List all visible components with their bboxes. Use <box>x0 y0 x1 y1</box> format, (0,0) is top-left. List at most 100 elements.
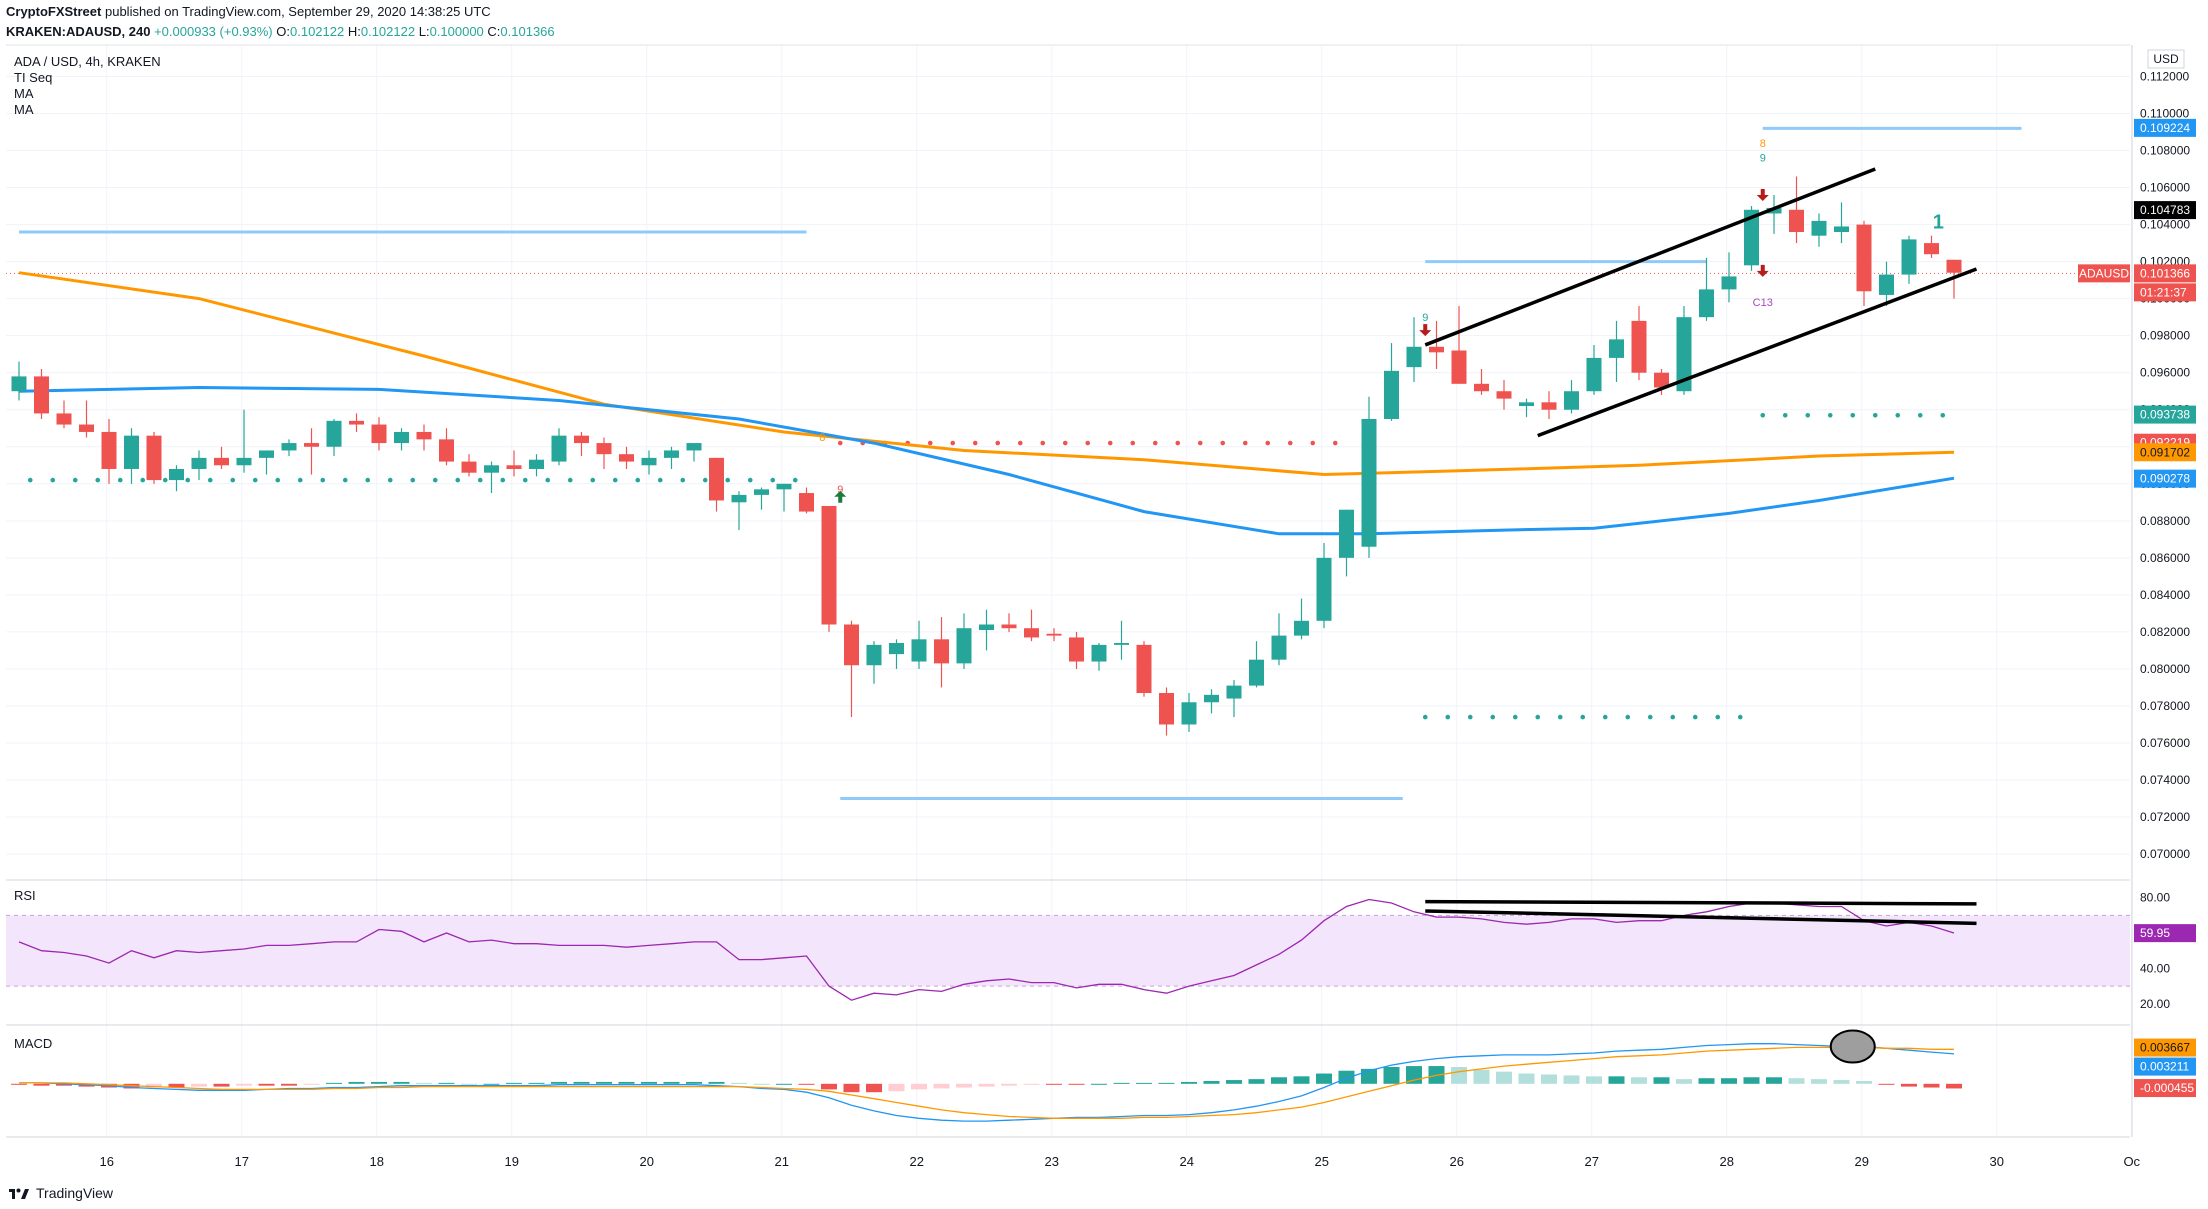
x-tick-label: 24 <box>1180 1154 1194 1169</box>
tdst-dot <box>1827 412 1833 418</box>
sell-arrow-icon <box>1419 324 1432 337</box>
tdst-dot <box>950 440 956 446</box>
candle-body <box>1586 357 1602 392</box>
x-tick-label: Oc <box>2123 1154 2140 1169</box>
tdst-dot <box>1197 440 1203 446</box>
tdst-dot <box>522 477 528 483</box>
tdst-dot <box>1512 714 1518 720</box>
tradingview-logo-icon <box>9 1188 29 1199</box>
price-axis-label-bg <box>2134 201 2196 220</box>
candle-body <box>236 457 252 466</box>
tdst-dot <box>995 440 1001 446</box>
annotations: 9 8 9 8 9 C13 1 <box>819 138 1978 503</box>
tdst-dot <box>837 440 843 446</box>
high-value: 0.102122 <box>360 24 416 39</box>
price-tick-label: 0.106000 <box>2140 181 2190 195</box>
x-tick-label: 17 <box>235 1154 249 1169</box>
candle-body <box>1159 693 1174 725</box>
author-name[interactable]: CryptoFXStreet <box>6 4 102 19</box>
sequential-count-label: C13 <box>1753 297 1773 309</box>
tdst-dot <box>387 477 393 483</box>
candle-body <box>416 431 432 440</box>
chart-header: CryptoFXStreet published on TradingView.… <box>6 2 1806 42</box>
tdst-dot <box>1872 412 1878 418</box>
macd-histogram-bar <box>303 1083 320 1085</box>
tdst-dot <box>1265 440 1271 446</box>
sequential-count-label: 9 <box>837 484 843 496</box>
price-axis-label-bg <box>2134 469 2196 488</box>
candle-body <box>1654 372 1669 388</box>
price-tick-label: 0.082000 <box>2140 625 2190 639</box>
candle-body <box>596 443 612 455</box>
price-tick-label: 0.080000 <box>2140 662 2190 676</box>
tdst-dot <box>410 477 416 483</box>
macd-histogram-bar <box>1946 1083 1962 1089</box>
macd-histogram-bar <box>1586 1076 1602 1084</box>
macd-histogram-bar <box>686 1081 702 1084</box>
chart-canvas[interactable]: 16 17 18 19 20 21 22 23 24 25 26 27 28 29 30 Oc 9 8 9 8 9 C1… <box>0 0 2208 1180</box>
candle-body <box>619 454 634 462</box>
tdst-dot <box>252 477 258 483</box>
macd-line <box>19 1043 1955 1122</box>
tradingview-brand[interactable]: TradingView <box>36 1185 114 1201</box>
sell-arrow-icon <box>1756 188 1769 201</box>
x-tick-label: 18 <box>370 1154 384 1169</box>
candle-body <box>1879 274 1894 295</box>
macd-histogram-bar <box>1923 1083 1940 1088</box>
candle-body <box>686 443 702 451</box>
candle-body <box>551 435 567 462</box>
price-axis-label: 0.091702 <box>2140 445 2190 459</box>
tdst-dot <box>1085 440 1091 446</box>
macd-value-label: 0.003667 <box>2140 1041 2190 1055</box>
tdst-dot <box>680 477 686 483</box>
rsi-pane <box>6 898 2130 1001</box>
candle-body <box>1856 224 1872 292</box>
macd-title: MACD <box>14 1036 52 1051</box>
macd-histogram-bar <box>506 1082 522 1084</box>
candle-body <box>866 644 882 666</box>
rsi-title: RSI <box>14 888 36 903</box>
sequential-count-label: 8 <box>1760 138 1766 150</box>
plot-background <box>6 45 2130 1180</box>
candle-body <box>731 494 747 503</box>
tdst-dot <box>770 477 776 483</box>
x-tick-label: 27 <box>1585 1154 1599 1169</box>
candle-body <box>709 457 724 501</box>
tdst-dot <box>972 440 978 446</box>
x-tick-label: 23 <box>1045 1154 1059 1169</box>
candle-body <box>79 424 94 432</box>
support-resistance-levels <box>6 126 2130 801</box>
candle-body <box>1316 557 1332 621</box>
macd-histogram-bar <box>753 1083 770 1085</box>
candle-body <box>1789 209 1804 232</box>
moving-averages <box>18 271 1955 536</box>
candle-body <box>56 413 72 425</box>
price-tick-label: 0.096000 <box>2140 366 2190 380</box>
tdst-dot <box>1715 714 1721 720</box>
price-tick-label: 0.088000 <box>2140 514 2190 528</box>
tdst-dot <box>1760 412 1766 418</box>
candle-body <box>281 443 297 451</box>
macd-histogram-bar <box>1158 1082 1175 1084</box>
macd-histogram-bar <box>843 1083 860 1093</box>
macd-value-label-bg <box>2134 1079 2196 1098</box>
price-tick-label: 0.074000 <box>2140 773 2190 787</box>
tdst-dot <box>1175 440 1181 446</box>
macd-histogram-bar <box>1676 1079 1692 1084</box>
macd-histogram-bar <box>168 1083 185 1088</box>
footer: TradingView <box>8 1182 113 1204</box>
tdst-dot <box>1242 440 1248 446</box>
tdst-dot <box>1670 714 1676 720</box>
macd-signal-line <box>19 1046 1954 1119</box>
currency-box[interactable] <box>2147 49 2185 69</box>
candle-body <box>1024 628 1039 638</box>
rsi-tick-label: 20.00 <box>2140 997 2170 1011</box>
indicator-label-tiseq: TI Seq <box>14 70 52 85</box>
candle-body <box>1519 402 1534 407</box>
tdst-dot <box>297 477 303 483</box>
candle-body <box>1226 685 1242 699</box>
tdst-dot <box>1602 714 1608 720</box>
tdst-dot <box>567 477 573 483</box>
price-tick-label: 0.086000 <box>2140 551 2190 565</box>
candle-body <box>1204 694 1219 703</box>
